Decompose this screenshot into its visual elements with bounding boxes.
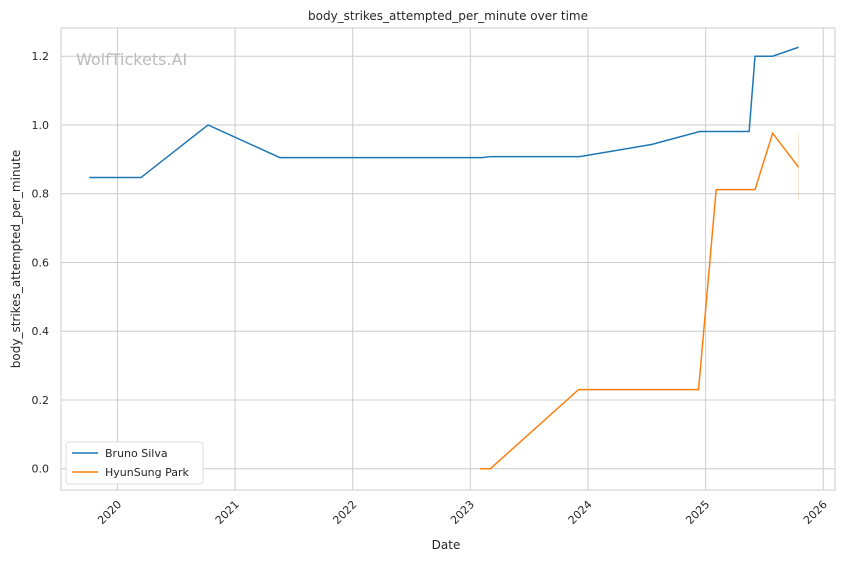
- x-tick-label: 2023: [448, 498, 477, 527]
- y-tick-label: 0.8: [32, 188, 50, 201]
- y-tick-label: 0.0: [32, 463, 50, 476]
- y-tick-label: 0.2: [32, 394, 50, 407]
- x-axis-label: Date: [432, 538, 461, 552]
- watermark: WolfTickets.AI: [76, 50, 187, 69]
- series-line-bruno-silva: [89, 46, 799, 179]
- y-tick-label: 0.6: [32, 256, 50, 269]
- x-tick-label: 2025: [683, 498, 712, 527]
- plot-area: [60, 27, 836, 491]
- series-line-hyunsung-park: [479, 131, 800, 470]
- x-tick-label: 2020: [95, 498, 124, 527]
- y-tick-label: 1.2: [32, 50, 50, 63]
- legend-label-bruno: Bruno Silva: [105, 447, 168, 460]
- x-tick-label: 2022: [330, 498, 359, 527]
- y-tick-label: 1.0: [32, 119, 50, 132]
- legend: Bruno Silva HyunSung Park: [65, 441, 204, 485]
- legend-label-hyunsung: HyunSung Park: [105, 466, 190, 479]
- y-axis-label: body_strikes_attempted_per_minute: [9, 150, 23, 368]
- x-tick-label: 2026: [801, 498, 830, 527]
- x-tick-label: 2021: [213, 498, 242, 527]
- chart-title: body_strikes_attempted_per_minute over t…: [308, 9, 588, 23]
- y-tick-label: 0.4: [32, 325, 50, 338]
- x-tick-label: 2024: [566, 498, 595, 527]
